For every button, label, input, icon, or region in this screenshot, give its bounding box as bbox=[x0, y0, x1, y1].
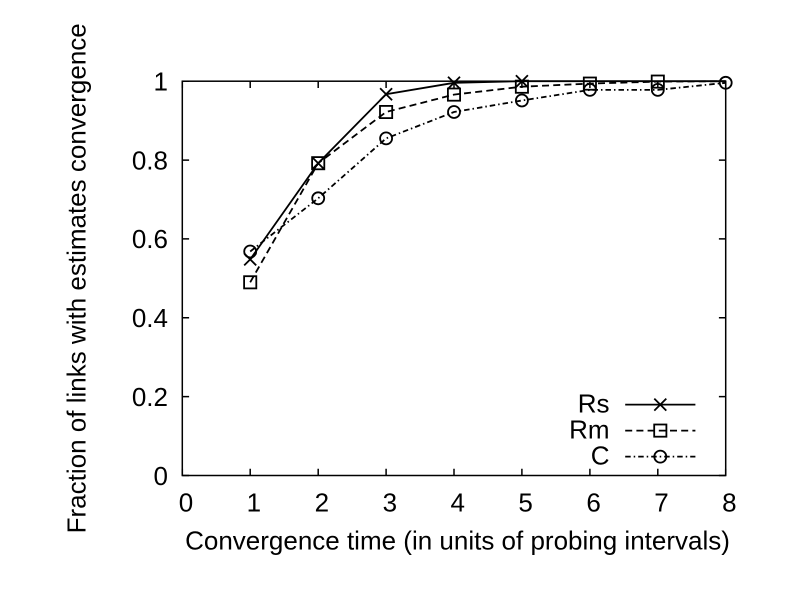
svg-text:1: 1 bbox=[154, 67, 168, 97]
svg-text:C: C bbox=[591, 441, 610, 471]
svg-text:0.2: 0.2 bbox=[132, 382, 168, 412]
svg-text:0.6: 0.6 bbox=[132, 224, 168, 254]
svg-text:0.8: 0.8 bbox=[132, 145, 168, 175]
svg-text:Rm: Rm bbox=[569, 415, 609, 445]
svg-text:6: 6 bbox=[586, 487, 600, 517]
svg-text:8: 8 bbox=[722, 487, 736, 517]
svg-text:7: 7 bbox=[654, 487, 668, 517]
svg-text:Fraction of links with estimat: Fraction of links with estimates converg… bbox=[62, 23, 92, 533]
svg-text:3: 3 bbox=[383, 487, 397, 517]
svg-text:5: 5 bbox=[518, 487, 532, 517]
svg-text:0.4: 0.4 bbox=[132, 303, 168, 333]
svg-text:2: 2 bbox=[315, 487, 329, 517]
svg-text:Rs: Rs bbox=[578, 389, 610, 419]
svg-text:Convergence time (in units of: Convergence time (in units of probing in… bbox=[185, 526, 730, 556]
svg-text:1: 1 bbox=[247, 487, 261, 517]
svg-text:0: 0 bbox=[179, 487, 193, 517]
svg-text:0: 0 bbox=[154, 461, 168, 491]
svg-text:4: 4 bbox=[450, 487, 464, 517]
